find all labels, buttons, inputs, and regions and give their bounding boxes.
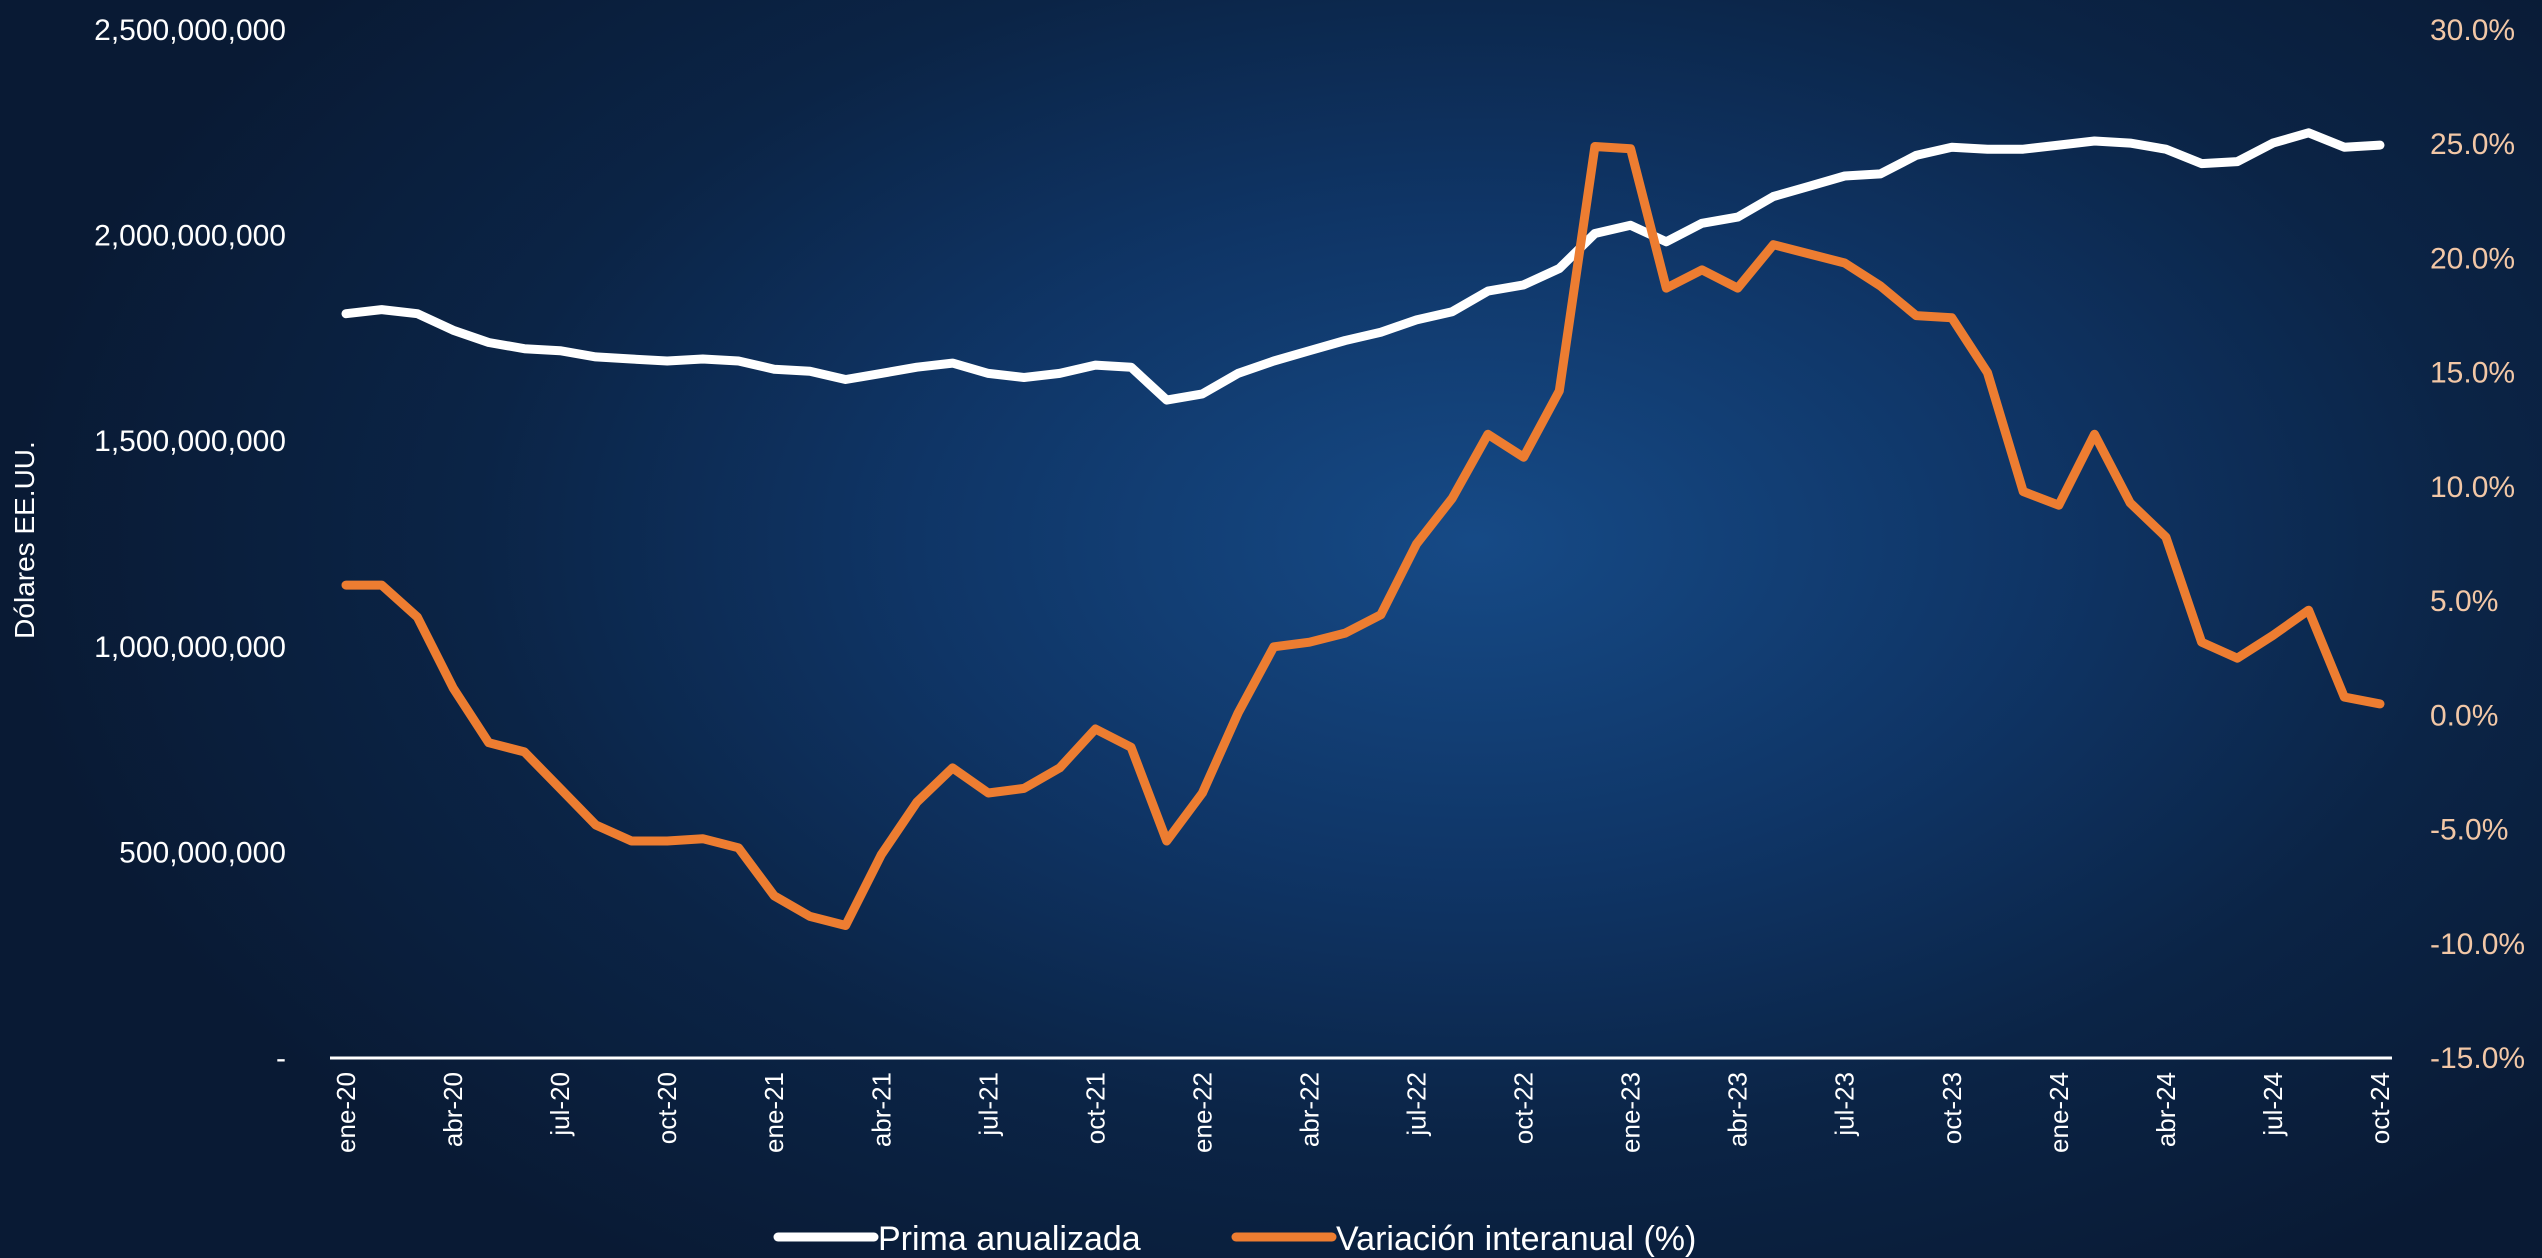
y-right-tick-label: 25.0% <box>2430 128 2515 161</box>
x-axis: ene-20 abr-20 jul-20 oct-20 ene-21 abr-21 jul-… <box>331 1072 2395 1153</box>
y-right-tick-label: 5.0% <box>2430 585 2498 618</box>
x-tick-label: abr-22 <box>1294 1072 1324 1147</box>
x-tick-label: oct-23 <box>1937 1072 1967 1144</box>
y-left-tick-label: 1,500,000,000 <box>94 425 286 458</box>
y-right-tick-label: -15.0% <box>2430 1042 2525 1075</box>
legend: Prima anualizada Variación interanual (%… <box>773 1220 1696 1258</box>
x-tick-label: jul-22 <box>1402 1072 1432 1137</box>
series-line-variacion-interanual <box>341 142 2385 930</box>
x-tick-label: abr-24 <box>2151 1072 2181 1147</box>
y-right-tick-label: 10.0% <box>2430 471 2515 504</box>
x-tick-label: ene-21 <box>759 1072 789 1153</box>
x-tick-label: oct-22 <box>1509 1072 1539 1144</box>
y-right-tick-label: 30.0% <box>2430 14 2515 47</box>
y-right-tick-label: -10.0% <box>2430 928 2525 961</box>
y-left-tick-label: 2,500,000,000 <box>94 14 286 47</box>
y-right-tick-label: 20.0% <box>2430 242 2515 275</box>
y-left-tick-label: 1,000,000,000 <box>94 631 286 664</box>
y-right-tick-label: 15.0% <box>2430 357 2515 390</box>
x-tick-label: oct-24 <box>2365 1072 2395 1144</box>
x-tick-label: jul-24 <box>2258 1072 2288 1137</box>
x-tick-label: ene-22 <box>1187 1072 1217 1153</box>
x-tick-label: ene-23 <box>1616 1072 1646 1153</box>
y-left-tick-label: 500,000,000 <box>119 836 286 869</box>
y-right-tick-label: 0.0% <box>2430 699 2498 732</box>
y-left-tick-label: 2,000,000,000 <box>94 220 286 253</box>
x-tick-label: jul-20 <box>545 1072 575 1137</box>
legend-label-variacion: Variación interanual (%) <box>1336 1220 1696 1258</box>
x-tick-label: oct-21 <box>1080 1072 1110 1144</box>
x-tick-label: jul-23 <box>1830 1072 1860 1137</box>
y-left-tick-label: - <box>276 1042 286 1075</box>
plot-area <box>341 128 2385 930</box>
y-axis-right: -15.0% -10.0% -5.0% 0.0% 5.0% 10.0% 15.0% 20.0%… <box>2430 14 2525 1075</box>
y-axis-left: - 500,000,000 1,000,000,000 1,500,000,000 2,… <box>94 14 286 1075</box>
y-right-tick-label: -5.0% <box>2430 814 2508 847</box>
legend-label-prima: Prima anualizada <box>878 1220 1141 1258</box>
x-tick-label: abr-21 <box>866 1072 896 1147</box>
series-line-prima-anualizada <box>341 128 2385 405</box>
x-tick-label: ene-20 <box>331 1072 361 1153</box>
x-tick-label: ene-24 <box>2044 1072 2074 1153</box>
x-tick-label: abr-20 <box>438 1072 468 1147</box>
x-tick-label: abr-23 <box>1723 1072 1753 1147</box>
x-tick-label: jul-21 <box>973 1072 1003 1137</box>
x-tick-label: oct-20 <box>652 1072 682 1144</box>
y-axis-title-left: Dólares EE.UU. <box>9 441 40 639</box>
